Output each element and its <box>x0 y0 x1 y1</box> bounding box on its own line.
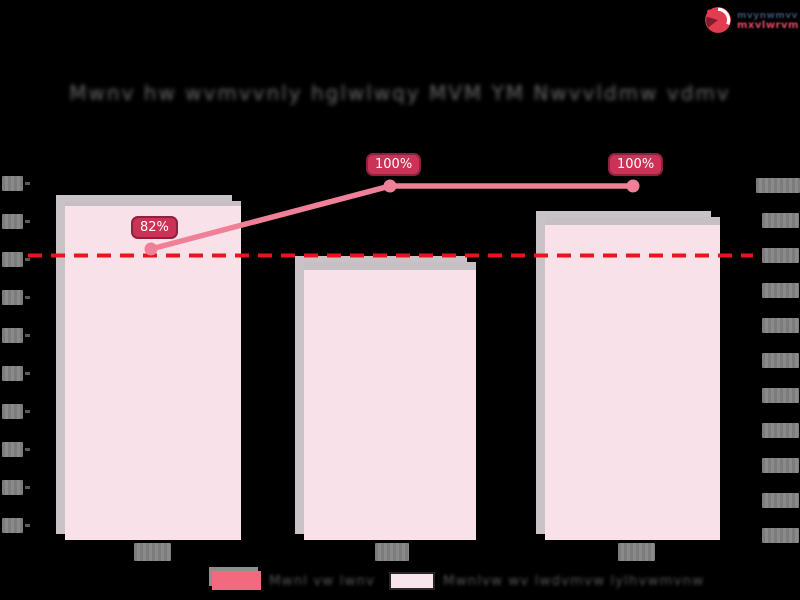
legend-item-1: Mwnl vw lwnv <box>212 571 375 590</box>
y-axis-left-tick-label-redacted <box>2 518 23 533</box>
y-axis-left-tick-label-redacted <box>2 404 23 419</box>
y-axis-left-tick-mark <box>25 410 30 413</box>
x-axis-tick-label-redacted <box>133 543 171 561</box>
y-axis-right-tick-label-redacted <box>762 423 799 438</box>
legend-label-1-redacted: Mwnl vw lwnv <box>269 572 375 589</box>
logo-text-line2-redacted: mxvlwrvm <box>737 20 799 32</box>
data-point-marker-1 <box>144 242 158 256</box>
chart-title-redacted: Mwnv hw wvmvvnly hglwlwqy MVM YM Nwvvldm… <box>69 81 731 105</box>
y-axis-left-tick-label-redacted <box>2 480 23 495</box>
y-axis-left-tick-mark <box>25 220 30 223</box>
data-point-marker-3 <box>626 179 640 193</box>
y-axis-left-tick-label-redacted <box>2 328 23 343</box>
y-axis-right-tick-label-redacted <box>762 248 799 263</box>
y-axis-left-tick-mark <box>25 334 30 337</box>
logo-text-line1-redacted: mvynwmvv <box>737 11 798 22</box>
y-axis-left-tick-label-redacted <box>2 442 23 457</box>
legend-swatch-line-series <box>212 571 261 590</box>
y-axis-left-tick-mark <box>25 486 30 489</box>
y-axis-left-tick-mark <box>25 258 30 261</box>
legend-swatch-bar-series <box>388 571 435 590</box>
y-axis-left-tick-mark <box>25 524 30 527</box>
y-axis-right-tick-label-redacted <box>756 178 800 193</box>
y-axis-right-tick-label-redacted <box>762 353 799 368</box>
data-label-pill-3: 100% <box>608 153 664 176</box>
data-point-marker-2 <box>383 179 397 193</box>
y-axis-left-tick-mark <box>25 182 30 185</box>
bar-category-3 <box>545 217 720 540</box>
legend: Mwnl vw lwnv Mwnlvw wv lwdvmvw lylhvwmvn… <box>212 571 704 590</box>
legend-label-2-redacted: Mwnlvw wv lwdvmvw lylhvwmvnw <box>442 572 705 589</box>
y-axis-right-tick-label-redacted <box>762 213 799 228</box>
data-label-pill-2: 100% <box>366 153 422 176</box>
y-axis-right-tick-label-redacted <box>762 458 799 473</box>
y-axis-right-tick-label-redacted <box>762 528 799 543</box>
y-axis-left-tick-label-redacted <box>2 176 23 191</box>
y-axis-left-tick-mark <box>25 296 30 299</box>
x-axis-tick-label-redacted <box>617 543 655 561</box>
y-axis-right-tick-label-redacted <box>762 283 799 298</box>
y-axis-left-tick-label-redacted <box>2 290 23 305</box>
trend-line <box>148 183 636 252</box>
y-axis-right-tick-label-redacted <box>762 318 799 333</box>
y-axis-right-tick-label-redacted <box>762 388 799 403</box>
y-axis-left-tick-label-redacted <box>2 252 23 267</box>
y-axis-right-tick-label-redacted <box>762 493 799 508</box>
x-axis-tick-label-redacted <box>375 543 409 561</box>
y-axis-left-tick-label-redacted <box>2 214 23 229</box>
legend-item-2: Mwnlvw wv lwdvmvw lylhvwmvnw <box>388 571 705 590</box>
y-axis-left-tick-mark <box>25 372 30 375</box>
logo: mvynwmvv mxvlwrvm <box>704 6 799 38</box>
pie-circle-logo-icon <box>704 6 732 38</box>
bar-category-2 <box>304 262 476 540</box>
y-axis-left-tick-label-redacted <box>2 366 23 381</box>
y-axis-left-tick-mark <box>25 448 30 451</box>
data-label-pill-1: 82% <box>131 216 178 239</box>
